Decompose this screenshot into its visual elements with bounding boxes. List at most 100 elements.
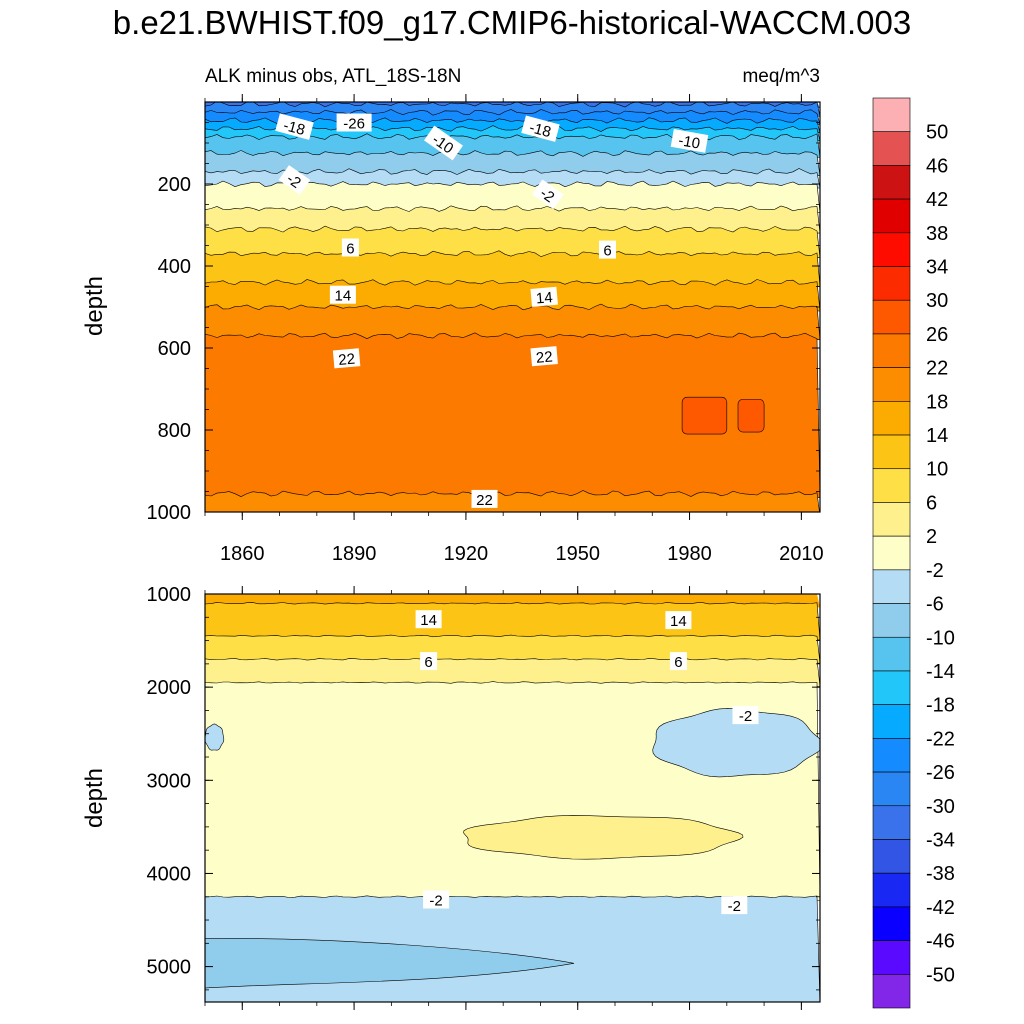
contour-label-bg: [521, 115, 560, 142]
contour-label: 14: [415, 610, 442, 629]
x-tick-label: 1950: [555, 543, 600, 565]
contour-band: [205, 150, 820, 176]
lower-contour-field: [205, 594, 820, 1002]
contour-label-text: -18: [527, 119, 552, 141]
colorbar-swatch: [872, 232, 911, 267]
colorbar-label: 26: [926, 324, 948, 346]
colorbar-swatch: [872, 670, 911, 705]
contour-label: -2: [278, 165, 311, 195]
y-tick-label: 1000: [147, 584, 192, 606]
contour-label: -2: [423, 890, 450, 910]
contour-band: [205, 303, 820, 340]
contour-label-text: 22: [476, 492, 493, 509]
contour-label-text: 6: [674, 654, 682, 671]
colorbar-swatch: [872, 434, 911, 470]
colorbar-label: -30: [926, 796, 955, 818]
contour-label-bg: [530, 286, 558, 307]
x-tick-label: 1920: [444, 543, 489, 565]
x-tick-label: 2010: [779, 543, 824, 565]
x-tick-label: 1980: [667, 543, 712, 565]
colorbar-label: 14: [926, 425, 948, 447]
contour-label: 14: [329, 285, 356, 305]
upper-panel-units: meq/m^3: [742, 66, 820, 87]
lower-ylabel: depth: [81, 768, 108, 828]
colorbar-swatch: [872, 872, 911, 908]
contour-label: 14: [665, 611, 692, 630]
contour-band: [205, 205, 820, 234]
contour-label-bg: [420, 652, 438, 671]
contour-band: [205, 602, 820, 641]
contour-label-bg: [423, 890, 450, 909]
contour-label: 6: [599, 240, 616, 260]
colorbar-swatch: [872, 906, 911, 941]
contour-label-bg: [278, 165, 311, 195]
colorbar-label: 42: [926, 189, 948, 211]
contour-label: 22: [471, 489, 498, 509]
colorbar-label: -50: [926, 964, 955, 986]
colorbar-swatch: [872, 940, 911, 975]
colorbar-label: 10: [926, 459, 948, 481]
y-tick-label: 3000: [147, 770, 192, 792]
contour-label-text: 22: [338, 351, 356, 369]
upper-ylabel: depth: [81, 276, 108, 336]
contour-patch: [463, 815, 744, 860]
contour-patch: [205, 938, 575, 989]
contour-band: [205, 168, 820, 189]
colorbar-swatch: [872, 198, 911, 234]
contour-label: -18: [521, 115, 560, 142]
colorbar-label: -10: [926, 627, 955, 649]
contour-label-bg: [732, 706, 759, 725]
contour-label-bg: [275, 113, 314, 140]
contour-label: 22: [332, 348, 361, 369]
colorbar-label: 50: [926, 122, 948, 144]
contour-label-bg: [471, 489, 498, 508]
contour-label-text: -2: [429, 893, 442, 910]
y-tick-label: 200: [158, 174, 191, 196]
contour-label: 6: [669, 652, 687, 671]
lower-panel: 14 14 6 6 -2 -2 -2 1000 2000 3000 4000 5000 depth: [81, 584, 821, 1010]
contour-label-bg: [341, 238, 359, 257]
contour-label-bg: [721, 896, 748, 915]
contour-band: [205, 225, 820, 258]
contour-label: -18: [275, 113, 314, 140]
contour-label-bg: [329, 285, 356, 304]
colorbar-swatch: [872, 165, 911, 200]
contour-band: [205, 490, 820, 512]
contour-label-text: -26: [343, 116, 365, 133]
upper-panel-subtitle-left: ALK minus obs, ATL_18S-18N: [205, 66, 461, 87]
y-tick-label: 800: [158, 420, 191, 442]
colorbar-swatch: [872, 839, 911, 874]
contour-label: 22: [530, 346, 558, 367]
y-tick-label: 5000: [147, 957, 192, 979]
colorbar-label: 2: [926, 526, 937, 548]
colorbar-label: 38: [926, 223, 948, 245]
colorbar-swatch: [872, 569, 911, 604]
contour-label-text: -18: [281, 117, 306, 139]
contour-label-bg: [332, 348, 361, 369]
colorbar-label: -42: [926, 897, 955, 919]
colorbar-swatch: [872, 603, 911, 638]
contour-label: -26: [336, 113, 372, 133]
y-tick-label: 400: [158, 256, 191, 278]
contour-band: [205, 332, 820, 498]
colorbar-swatch: [872, 468, 911, 503]
contour-label: -2: [532, 179, 564, 210]
colorbar-swatch: [872, 333, 911, 368]
colorbar-swatch: [872, 805, 911, 840]
y-tick-label: 1000: [147, 502, 192, 524]
colorbar-label: 46: [926, 155, 948, 177]
contour-band: [205, 250, 820, 287]
contour-label: -2: [732, 706, 759, 725]
colorbar-swatch: [872, 973, 911, 1009]
colorbar-label: -22: [926, 728, 955, 750]
colorbar-swatch: [872, 131, 911, 166]
contour-label-text: 14: [420, 612, 437, 629]
colorbar-label: -18: [926, 695, 955, 717]
colorbar-label: -38: [926, 863, 955, 885]
y-tick-label: 600: [158, 338, 191, 360]
colorbar-label: -26: [926, 762, 955, 784]
contour-label-text: -2: [728, 898, 741, 915]
contour-label-bg: [665, 611, 692, 630]
contour-label-bg: [415, 610, 442, 629]
